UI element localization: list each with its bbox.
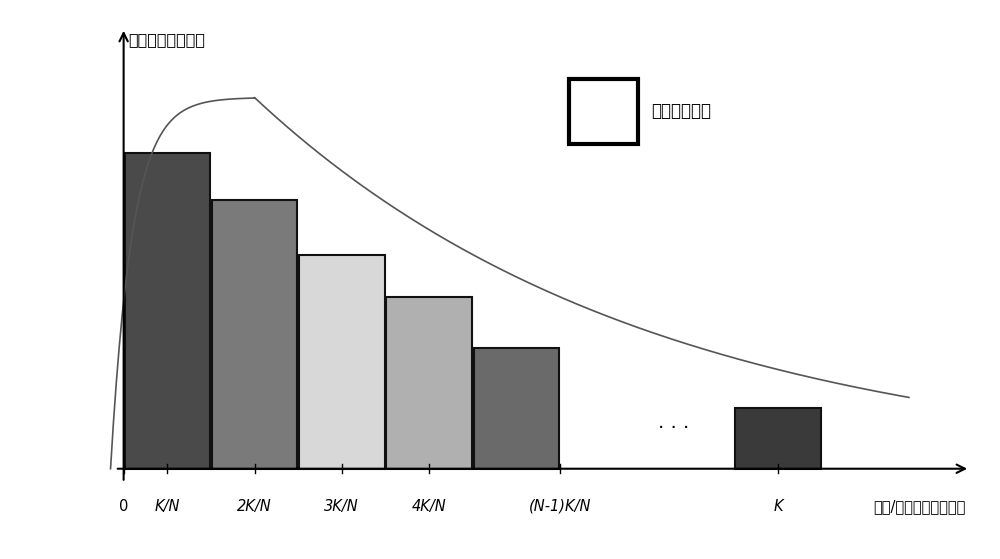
Bar <box>569 79 638 144</box>
Bar <box>124 153 210 468</box>
Text: (N-1)K/N: (N-1)K/N <box>529 499 591 514</box>
Text: 3K/N: 3K/N <box>324 499 359 514</box>
Bar <box>386 297 472 468</box>
Text: 2K/N: 2K/N <box>237 499 272 514</box>
Text: 时延随机范围: 时延随机范围 <box>652 102 712 121</box>
Text: 4K/N: 4K/N <box>412 499 446 514</box>
Text: K/N: K/N <box>155 499 180 514</box>
Bar <box>735 409 821 468</box>
Text: 反射信号相关功率: 反射信号相关功率 <box>128 32 205 48</box>
Bar <box>474 348 559 468</box>
Text: K: K <box>773 499 783 514</box>
Text: 0: 0 <box>119 499 128 514</box>
Text: 时延/（以码片个数计）: 时延/（以码片个数计） <box>873 499 966 514</box>
Bar <box>299 255 385 468</box>
Text: . . .: . . . <box>658 413 689 432</box>
Bar <box>212 200 297 468</box>
